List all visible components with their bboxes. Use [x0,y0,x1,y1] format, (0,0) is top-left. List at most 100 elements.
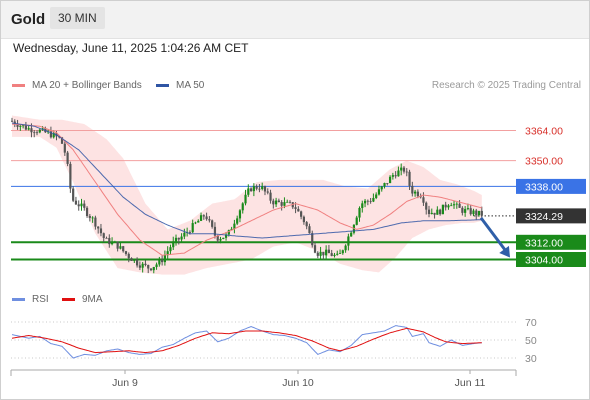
candle-body [216,235,219,241]
candle-body [261,186,264,190]
candle-body [22,125,25,127]
candle-body [300,211,303,217]
candle-body [286,201,289,203]
ma20-legend: MA 20 + Bollinger Bands [12,80,142,91]
candle-body [316,252,319,256]
candle-body [269,192,272,201]
rsi-ma-line [11,327,482,354]
candle-body [19,125,22,127]
forecast-arrow-shaft [479,216,509,254]
candle-body [441,204,444,215]
rsi-tick-50: 50 [525,335,537,347]
candle-body [77,204,80,207]
candle-body [383,183,386,187]
candle-body [450,205,453,207]
candle-body [191,223,194,233]
candle-body [38,129,41,133]
level-tag-3312.00 [516,234,586,250]
rsi-line [11,325,482,359]
candle-body [124,251,128,254]
candle-body [110,241,114,245]
candle-body [405,171,408,173]
candle-body [141,263,144,268]
candle-body [338,253,342,254]
title-bar: Gold 30 MIN [0,0,590,39]
candle-body [452,204,456,206]
candle-body [480,210,483,216]
candle-body [72,188,75,201]
bollinger-band-fill [12,115,482,275]
candle-body [30,128,33,133]
level-labels-layer: 3364.00 3350.00 3338.00 3312.00 3304.00 3324.… [516,126,586,267]
candle-body [211,220,214,227]
candle-body [288,201,292,203]
rsi-tick-70: 70 [525,317,537,329]
current-price-tag [516,208,586,224]
candle-body [469,208,472,215]
candle-body [377,189,381,195]
ma50-legend: MA 50 [156,80,204,91]
candle-body [52,133,55,138]
candle-body [247,188,250,195]
candle-body [419,196,422,198]
level-tag-3304.00 [516,252,586,267]
candle-body [163,255,166,263]
time-tick-label: Jun 9 [112,377,138,389]
candle-body [116,241,119,249]
candle-body [333,254,336,256]
candle-body [380,186,383,190]
rsi-tick-30: 30 [525,353,537,365]
candle-body [133,259,136,261]
time-axis: Jun 9 Jun 10 Jun 11 [10,369,517,389]
candle-body [386,183,389,184]
candle-body [180,236,183,240]
candle-body [322,251,325,256]
candle-body [252,186,255,192]
candle-body [277,200,280,203]
candle-body [188,232,192,234]
candle-body [236,218,239,224]
candle-body [358,207,361,218]
candle-body [69,163,72,189]
candle-body [455,203,458,205]
rsi-ma-legend: 9MA [62,294,103,305]
candle-body [466,208,470,210]
candle-body [88,216,91,218]
candle-body [244,194,247,204]
candle-body [283,202,286,206]
candle-body [464,209,467,213]
candle-body [136,259,139,266]
candle-body [161,259,164,263]
candle-body [447,205,450,208]
candle-body [369,201,372,202]
candle-body [147,264,150,269]
candle-body [258,188,261,190]
candle-body [400,167,403,171]
candle-body [461,207,464,213]
level-label-3304.00: 3304.00 [525,255,563,267]
candle-body [427,209,431,214]
candle-body [177,237,180,240]
candle-body [97,226,100,229]
interval-badge[interactable]: 30 MIN [50,7,105,29]
time-tick-label: Jun 11 [455,377,486,389]
rsi-legend: RSI [12,294,49,305]
candle-body [33,132,36,134]
candle-body [219,238,222,241]
candle-body [425,202,428,210]
candle-body [275,200,278,205]
candle-body [280,202,283,206]
candle-body [122,246,125,252]
candle-body [472,210,475,215]
candle-body [66,152,69,164]
candle-body [411,185,414,194]
candle-body [372,197,375,202]
candle-body [169,247,172,252]
candle-body [80,203,83,207]
candle-body [458,203,461,208]
candle-body [350,232,353,237]
candle-body [99,228,103,234]
candle-body [194,222,197,224]
candle-body [49,131,53,138]
